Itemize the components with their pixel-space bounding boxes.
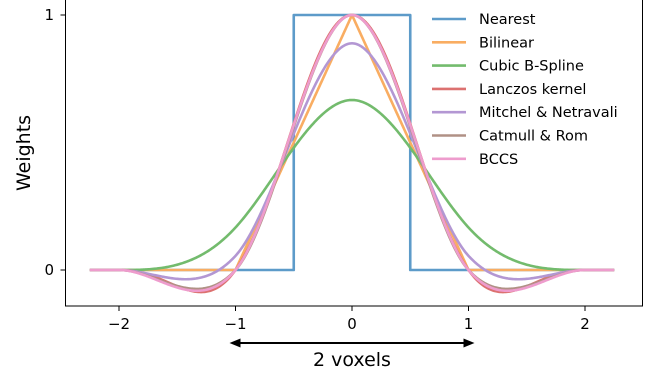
- x-tick-label-1: −1: [224, 315, 246, 333]
- series-line-3: [89, 13, 615, 294]
- span-label: 2 voxels: [313, 349, 391, 371]
- x-tick-label-3: 1: [464, 315, 474, 333]
- x-tick-label-0: −2: [108, 315, 130, 333]
- legend-label-6: BCCS: [479, 152, 518, 168]
- legend-label-5: Catmull & Rom: [479, 129, 588, 145]
- y-axis: 01: [44, 6, 66, 279]
- series-line-4: [89, 42, 615, 281]
- series-line-5: [89, 13, 615, 291]
- x-tick-label-4: 2: [580, 315, 590, 333]
- legend-label-3: Lanczos kernel: [479, 82, 586, 98]
- y-tick-label-0: 0: [44, 261, 54, 279]
- plot-frame: [65, 0, 643, 307]
- legend-label-0: Nearest: [479, 12, 536, 28]
- span-annotation: 2 voxels: [229, 338, 475, 371]
- span-arrow-head-left: [229, 338, 241, 348]
- legend-label-4: Mitchel & Netravali: [479, 105, 618, 121]
- legend-label-1: Bilinear: [479, 35, 534, 51]
- legend-label-2: Cubic B-Spline: [479, 59, 584, 75]
- y-tick-label-1: 1: [44, 6, 54, 24]
- series-line-2: [89, 98, 615, 272]
- series-line-6: [89, 13, 615, 293]
- span-arrow-head-right: [463, 338, 475, 348]
- y-axis-label: Weights: [13, 115, 35, 191]
- legend: Nearest Bilinear Cubic B-Spline Lanczos ker…: [432, 12, 618, 168]
- x-axis: −2 −1 0 1 2: [108, 306, 590, 333]
- plot-lines: [89, 13, 615, 294]
- x-tick-label-2: 0: [347, 315, 357, 333]
